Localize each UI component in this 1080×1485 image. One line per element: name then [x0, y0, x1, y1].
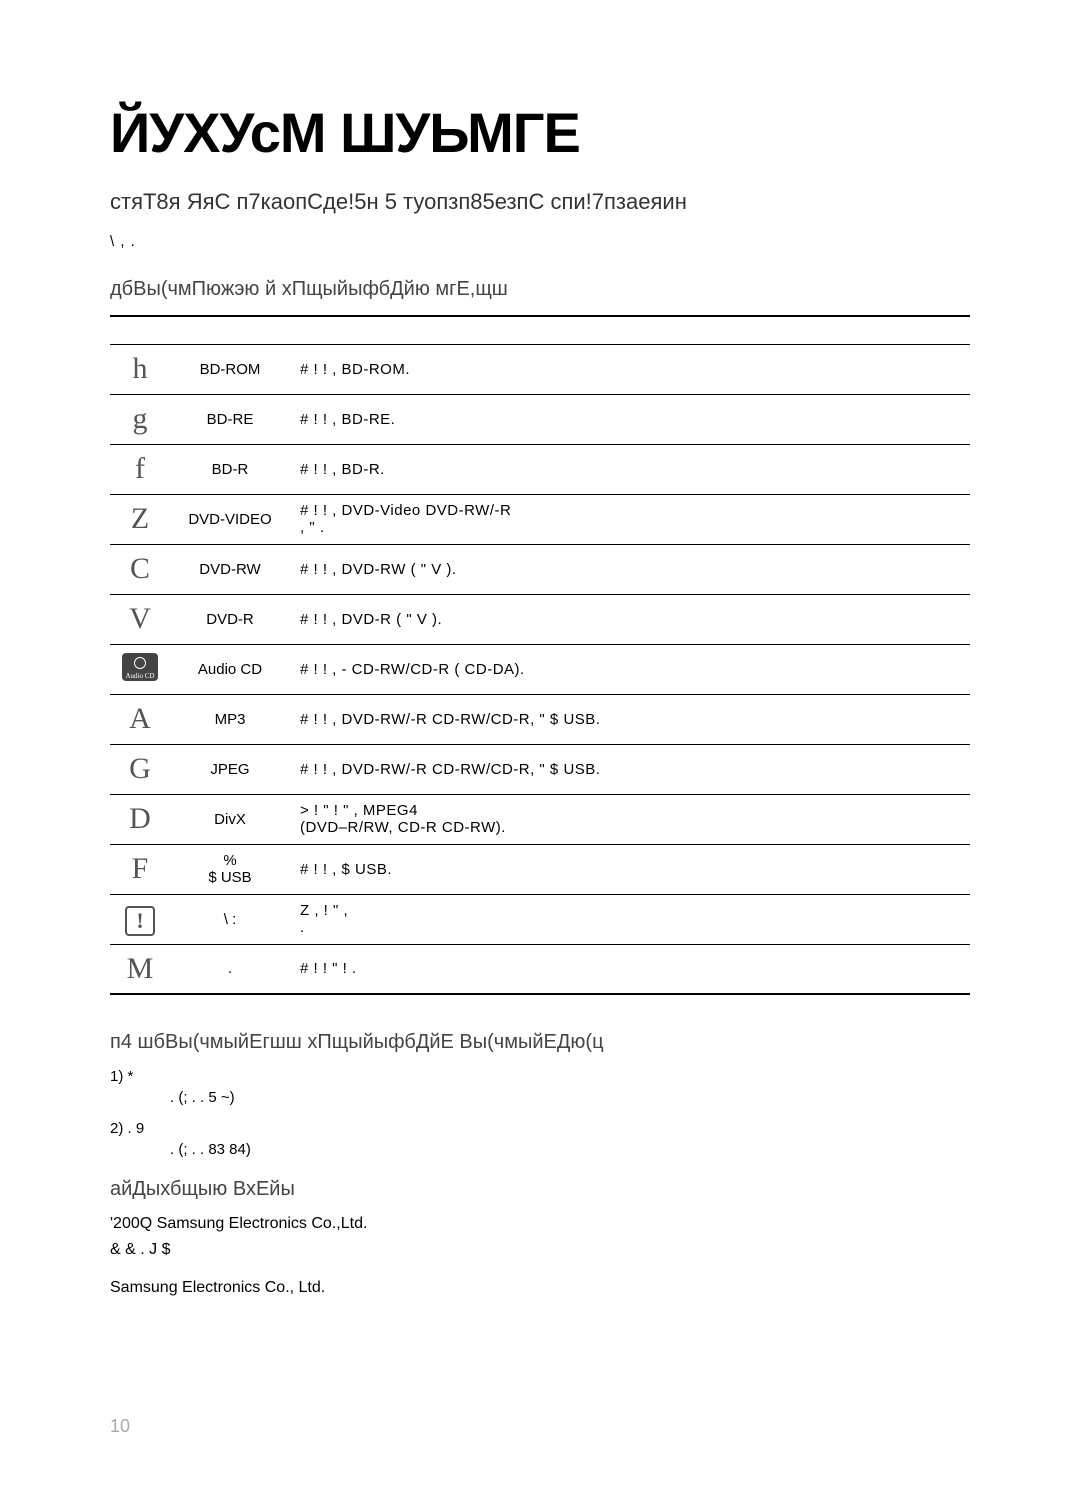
disc-description: # ! ! , BD-RE.: [290, 394, 970, 444]
list-item-1-sub: . (; . . 5 ~): [110, 1089, 970, 1106]
disc-description: # ! ! , DVD-Video DVD-RW/-R , " .: [290, 494, 970, 544]
table-row: ZDVD-VIDEO# ! ! , DVD-Video DVD-RW/-R , …: [110, 494, 970, 544]
disc-icon: h: [110, 344, 170, 394]
disc-type-label: DVD-RW: [170, 544, 290, 594]
table-row: GJPEG# ! ! , DVD-RW/-R CD-RW/CD-R, " $ U…: [110, 744, 970, 794]
copyright-line-1: '200Q Samsung Electronics Co.,Ltd.: [110, 1215, 970, 1233]
disc-description: # ! ! , - CD-RW/CD-R ( CD-DA).: [290, 644, 970, 694]
disc-type-label: Audio CD: [170, 644, 290, 694]
disc-icon: V: [110, 594, 170, 644]
disc-description: # ! ! , $ USB.: [290, 844, 970, 894]
disc-icon: f: [110, 444, 170, 494]
disc-type-label: DVD-R: [170, 594, 290, 644]
section2-header: п4 шбВы(чмыйЕгшш хПщыйыфбДйЕ Вы(чмыйЕДю(…: [110, 1031, 970, 1054]
disc-icon: !: [110, 894, 170, 944]
disc-icon: C: [110, 544, 170, 594]
disc-icon: F: [110, 844, 170, 894]
list-item-1: 1) *: [110, 1068, 970, 1085]
disc-icon: D: [110, 794, 170, 844]
copyright-line-2: & & . J $: [110, 1241, 970, 1259]
disc-type-label: DVD-VIDEO: [170, 494, 290, 544]
disc-description: > ! " ! " , MPEG4 (DVD–R/RW, CD-R CD-RW)…: [290, 794, 970, 844]
copyright-line-3: Samsung Electronics Co., Ltd.: [110, 1279, 970, 1297]
table-row: gBD-RE# ! ! , BD-RE.: [110, 394, 970, 444]
table-row: VDVD-R# ! ! , DVD-R ( " V ).: [110, 594, 970, 644]
disc-icon: g: [110, 394, 170, 444]
table-row: AMP3# ! ! , DVD-RW/-R CD-RW/CD-R, " $ US…: [110, 694, 970, 744]
page-title: ЙУХУсМ ШУЬМГЕ: [110, 100, 970, 165]
table-row: F% $ USB# ! ! , $ USB.: [110, 844, 970, 894]
table-row: DDivX> ! " ! " , MPEG4 (DVD–R/RW, CD-R C…: [110, 794, 970, 844]
disc-type-label: .: [170, 944, 290, 994]
intro-note: \ , .: [110, 233, 970, 250]
disc-type-label: \ :: [170, 894, 290, 944]
section3-header: айДыхбщыю ВхЕйы: [110, 1178, 970, 1201]
disc-type-label: BD-R: [170, 444, 290, 494]
disc-description: # ! ! , DVD-RW/-R CD-RW/CD-R, " $ USB.: [290, 694, 970, 744]
disc-type-label: MP3: [170, 694, 290, 744]
table-section-header: дбВы(чмПюжэю й хПщыйыфбДйю мгЕ,щш: [110, 278, 970, 301]
disc-type-label: BD-RE: [170, 394, 290, 444]
table-row: CDVD-RW# ! ! , DVD-RW ( " V ).: [110, 544, 970, 594]
disc-icon: M: [110, 944, 170, 994]
disc-type-label: BD-ROM: [170, 344, 290, 394]
disc-description: # ! ! , DVD-R ( " V ).: [290, 594, 970, 644]
disc-icon: Z: [110, 494, 170, 544]
table-row: fBD-R# ! ! , BD-R.: [110, 444, 970, 494]
disc-description: # ! ! , DVD-RW ( " V ).: [290, 544, 970, 594]
page-number: 10: [110, 1416, 130, 1437]
disc-icon: Audio CD: [110, 644, 170, 694]
disc-description: # ! ! , DVD-RW/-R CD-RW/CD-R, " $ USB.: [290, 744, 970, 794]
disc-description: # ! ! , BD-ROM.: [290, 344, 970, 394]
disc-icon: G: [110, 744, 170, 794]
table-row: ! \ :Z , ! " , .: [110, 894, 970, 944]
disc-type-label: % $ USB: [170, 844, 290, 894]
table-row: Audio CDAudio CD# ! ! , - CD-RW/CD-R ( C…: [110, 644, 970, 694]
warning-icon: !: [125, 906, 155, 936]
disc-type-label: DivX: [170, 794, 290, 844]
table-row: hBD-ROM# ! ! , BD-ROM.: [110, 344, 970, 394]
disc-type-label: JPEG: [170, 744, 290, 794]
table-row: M.# ! ! " ! .: [110, 944, 970, 994]
disc-description: # ! ! , BD-R.: [290, 444, 970, 494]
list-item-2-sub: . (; . . 83 84): [110, 1141, 970, 1158]
list-item-2: 2) . 9: [110, 1120, 970, 1137]
page-subtitle: стяТ8я ЯяС п7каопСде!5н 5 туопзп85езпС с…: [110, 189, 970, 215]
disc-types-table: hBD-ROM# ! ! , BD-ROM.gBD-RE# ! ! , BD-R…: [110, 315, 970, 995]
audio-cd-icon: Audio CD: [122, 653, 158, 681]
disc-description: Z , ! " , .: [290, 894, 970, 944]
disc-icon: A: [110, 694, 170, 744]
disc-description: # ! ! " ! .: [290, 944, 970, 994]
